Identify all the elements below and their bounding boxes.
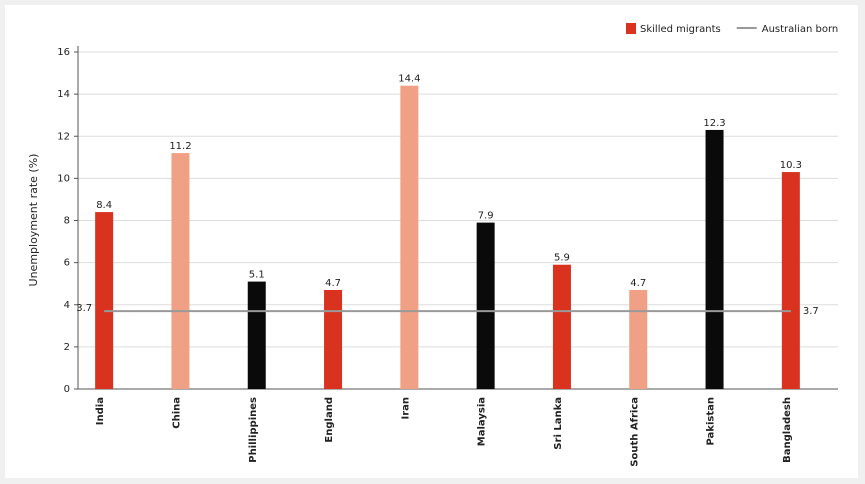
y-tick-label: 16 [57, 47, 70, 58]
data-label: 4.7 [325, 278, 341, 289]
x-tick-label: Iran [400, 397, 411, 420]
y-tick-label: 2 [64, 342, 70, 353]
data-label: 5.9 [554, 253, 570, 264]
data-label: 8.4 [96, 200, 112, 211]
y-tick-label: 0 [64, 384, 70, 395]
x-tick-label: England [324, 397, 335, 443]
x-tick-label: Pakistan [706, 397, 717, 446]
bar [247, 281, 266, 389]
x-tick-label: Sri Lanka [553, 397, 564, 450]
y-tick-label: 4 [64, 300, 70, 311]
legend-label: Australian born [762, 24, 839, 35]
data-label: 11.2 [169, 141, 191, 152]
x-tick-label: India [95, 397, 106, 425]
data-label: 14.4 [398, 74, 420, 85]
x-tick-label: Malaysia [477, 397, 488, 446]
bar [171, 153, 190, 389]
legend-label: Skilled migrants [640, 24, 721, 35]
y-tick-label: 6 [64, 258, 70, 269]
data-label: 7.9 [478, 211, 494, 222]
panel [5, 5, 858, 478]
x-tick-label: Bangladesh [782, 397, 793, 463]
x-tick-label: South Africa [629, 397, 640, 467]
x-tick-label: China [171, 397, 182, 429]
y-axis-label: Unemployment rate (%) [27, 154, 40, 287]
data-label: 3.7 [76, 303, 92, 314]
data-label: 12.3 [703, 118, 725, 129]
y-tick-label: 14 [57, 89, 70, 100]
data-label: 5.1 [249, 270, 265, 281]
y-tick-label: 8 [64, 216, 70, 227]
data-label: 3.7 [803, 306, 819, 317]
bar [705, 129, 724, 389]
bar [629, 290, 648, 389]
bar [781, 172, 800, 389]
y-tick-label: 12 [57, 131, 70, 142]
data-label: 10.3 [780, 160, 802, 171]
bar [95, 212, 114, 389]
data-label: 4.7 [630, 278, 646, 289]
y-tick-label: 10 [57, 173, 70, 184]
x-tick-label: Phillippines [248, 397, 259, 463]
legend-swatch [626, 23, 636, 34]
bar [400, 85, 419, 389]
bar [476, 222, 495, 389]
bar [552, 264, 571, 389]
bar [324, 290, 343, 389]
